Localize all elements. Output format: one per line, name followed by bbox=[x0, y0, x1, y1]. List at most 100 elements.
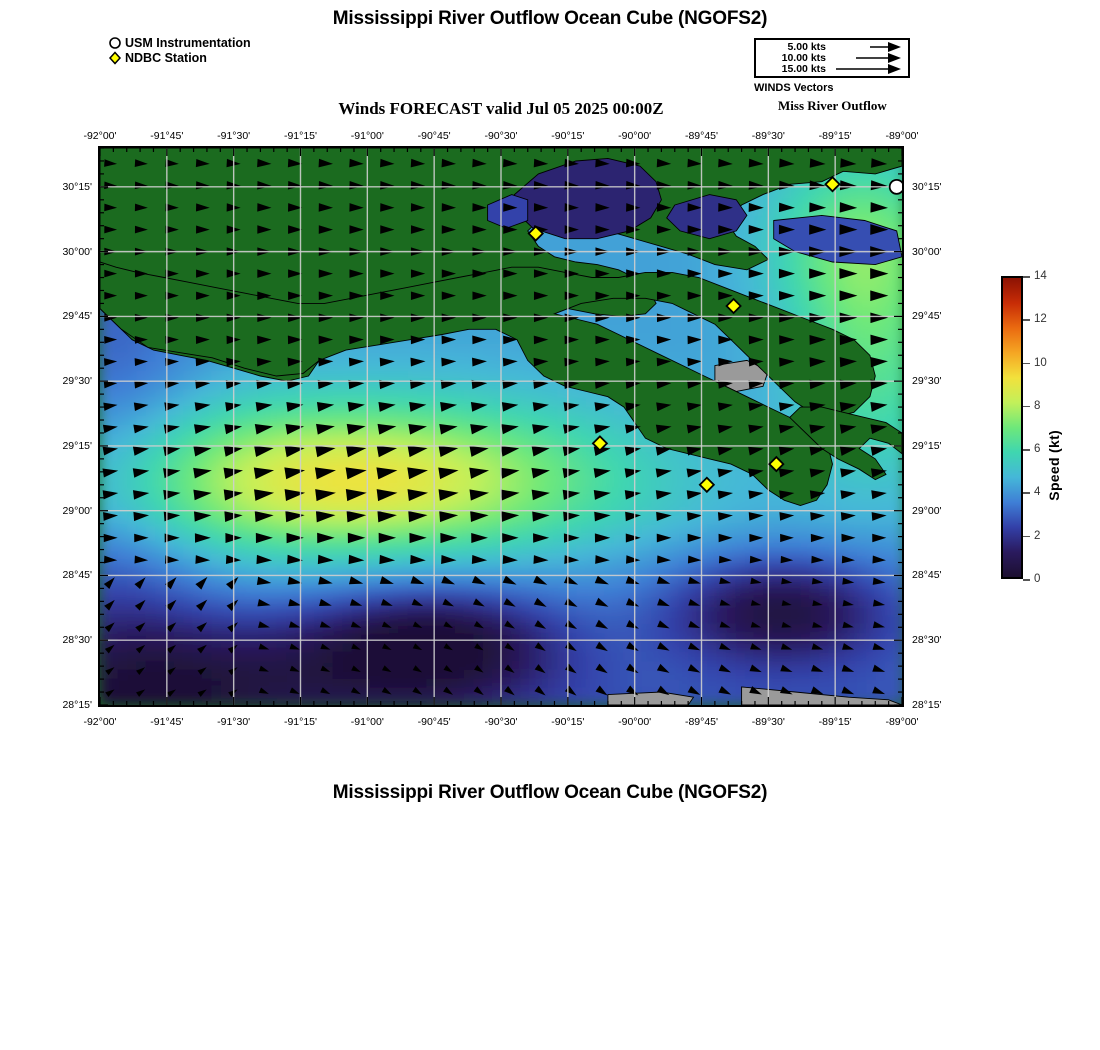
wind-arrow-icon bbox=[870, 268, 889, 280]
y-axis-tick-label-left: 29°30' bbox=[62, 375, 92, 388]
wind-arrow-icon bbox=[165, 225, 179, 234]
wind-arrow-icon bbox=[287, 158, 303, 168]
wind-arrow-icon bbox=[870, 202, 889, 213]
wind-arrow-icon bbox=[562, 468, 581, 479]
usm-station-marker bbox=[888, 178, 902, 195]
wind-arrow-icon bbox=[377, 423, 397, 435]
wind-arrow-icon bbox=[687, 685, 701, 695]
wind-arrow-icon bbox=[749, 664, 762, 673]
wind-arrow-icon bbox=[473, 686, 484, 696]
wind-arrow-icon bbox=[407, 467, 429, 480]
wind-arrow-icon bbox=[810, 533, 825, 543]
wind-arrow-icon bbox=[163, 489, 181, 500]
wind-arrow-icon bbox=[316, 423, 335, 435]
wind-arrow-icon bbox=[410, 335, 426, 345]
wind-arrow-icon bbox=[503, 291, 518, 301]
wind-arrow-icon bbox=[533, 335, 549, 345]
x-axis-tick-label: -90°45' bbox=[417, 716, 451, 728]
wind-arrow-icon bbox=[595, 269, 610, 278]
wind-arrow-icon bbox=[474, 664, 484, 673]
wind-arrow-icon bbox=[841, 686, 855, 695]
wind-arrow-icon bbox=[318, 576, 333, 585]
wind-arrow-icon bbox=[533, 555, 549, 564]
wind-arrow-icon bbox=[839, 290, 858, 302]
wind-arrow-icon bbox=[839, 446, 857, 456]
wind-arrow-icon bbox=[748, 424, 764, 434]
wind-arrow-icon bbox=[872, 621, 886, 629]
wind-arrow-icon bbox=[839, 180, 857, 191]
wind-arrow-icon bbox=[380, 291, 395, 301]
wind-arrow-icon bbox=[656, 685, 670, 696]
wind-arrow-icon bbox=[318, 291, 334, 301]
wind-arrow-icon bbox=[748, 158, 764, 168]
legend-item-usm: USM Instrumentation bbox=[108, 36, 251, 50]
wind-arrow-icon bbox=[625, 555, 641, 564]
wind-arrow-icon bbox=[839, 312, 858, 324]
wind-arrow-icon bbox=[470, 511, 489, 523]
wind-arrow-icon bbox=[441, 269, 457, 278]
colorbar-tick bbox=[1023, 535, 1030, 538]
map-frame-ticks bbox=[100, 148, 902, 705]
wind-arrow-icon bbox=[687, 335, 702, 345]
wind-arrow-icon bbox=[196, 225, 210, 234]
wind-arrow-icon bbox=[470, 424, 489, 435]
x-axis-tick-label: -91°45' bbox=[150, 716, 184, 728]
wind-arrow-icon bbox=[655, 468, 672, 478]
wind-arrow-icon bbox=[839, 334, 858, 346]
wind-arrow-icon bbox=[407, 489, 428, 502]
map-plot-area[interactable] bbox=[98, 146, 904, 707]
wind-arrow-icon bbox=[439, 424, 458, 435]
wind-arrow-icon bbox=[376, 445, 398, 458]
wind-arrow-icon bbox=[349, 203, 364, 212]
wind-arrow-icon bbox=[379, 379, 396, 390]
wind-arrow-icon bbox=[778, 224, 796, 235]
wind-arrow-icon bbox=[502, 357, 518, 367]
wind-arrow-icon bbox=[103, 533, 118, 543]
wind-arrow-icon bbox=[103, 358, 118, 366]
wind-arrow-icon bbox=[409, 401, 427, 412]
wind-arrow-icon bbox=[382, 665, 392, 673]
wind-arrow-icon bbox=[503, 313, 518, 323]
wind-arrow-icon bbox=[779, 686, 793, 695]
wind-arrow-icon bbox=[410, 291, 426, 301]
wind-arrow-icon bbox=[285, 510, 305, 523]
wind-arrow-icon bbox=[657, 642, 670, 651]
wind-arrow-icon bbox=[165, 203, 179, 212]
wind-arrow-icon bbox=[347, 532, 366, 544]
wind-arrow-icon bbox=[196, 269, 210, 278]
wind-arrow-icon bbox=[840, 468, 857, 478]
wind-arrow-icon bbox=[780, 643, 793, 650]
wind-arrow-icon bbox=[440, 379, 457, 390]
wind-arrow-icon bbox=[688, 598, 701, 606]
x-axis-tick-label: -90°00' bbox=[618, 716, 652, 728]
wind-arrow-icon bbox=[500, 489, 520, 501]
wind-arrow-icon bbox=[595, 357, 610, 367]
wind-arrow-icon bbox=[872, 642, 886, 650]
wind-arrow-icon bbox=[502, 533, 519, 543]
wind-arrow-icon bbox=[504, 686, 515, 696]
marker-legend: USM Instrumentation NDBC Station bbox=[108, 36, 251, 66]
wind-arrow-icon bbox=[441, 357, 457, 367]
x-axis-tick-label: -89°00' bbox=[885, 130, 919, 142]
wind-arrow-icon bbox=[809, 468, 826, 478]
wind-arrow-icon bbox=[165, 599, 177, 611]
wind-arrow-icon bbox=[258, 687, 269, 694]
wind-arrow-icon bbox=[471, 554, 488, 565]
wind-arrow-icon bbox=[872, 533, 887, 543]
wind-arrow-icon bbox=[409, 379, 426, 390]
wind-arrow-icon bbox=[443, 665, 453, 673]
x-axis-tick-label: -89°00' bbox=[885, 716, 919, 728]
wind-arrow-icon bbox=[625, 575, 640, 585]
wind-arrow-icon bbox=[104, 269, 118, 278]
wind-arrow-icon bbox=[748, 269, 764, 279]
wind-arrow-icon bbox=[351, 643, 361, 650]
wind-vector-key: 5.00 kts 10.00 kts 15.00 kts bbox=[754, 38, 910, 78]
wind-arrow-icon bbox=[811, 664, 824, 672]
wind-arrow-icon bbox=[595, 597, 609, 607]
wind-arrow-icon bbox=[196, 291, 210, 300]
colorbar-tick-label: 8 bbox=[1034, 399, 1041, 412]
wind-arrow-icon bbox=[871, 512, 887, 521]
legend-item-ndbc: NDBC Station bbox=[108, 51, 251, 65]
x-axis-tick-label: -92°00' bbox=[83, 130, 117, 142]
wind-arrow-icon bbox=[136, 689, 146, 697]
